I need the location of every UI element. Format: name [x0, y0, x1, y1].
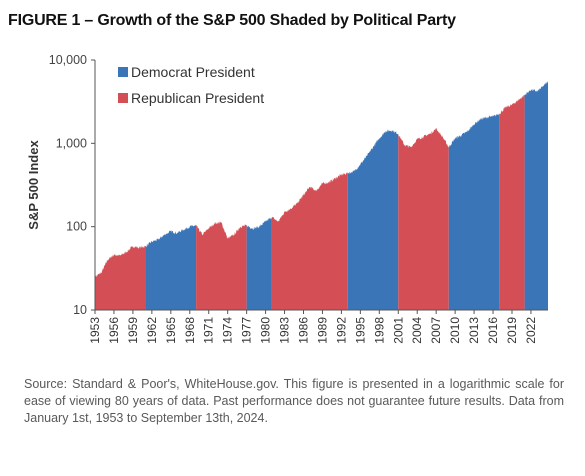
x-tick-label: 2001	[391, 317, 405, 344]
x-tick-label: 2022	[524, 317, 538, 344]
area-republican-2	[196, 221, 247, 310]
y-tick-label: 1,000	[56, 136, 87, 150]
legend-swatch-democrat	[118, 67, 128, 77]
x-tick-label: 1992	[334, 317, 348, 344]
y-tick-label: 100	[66, 220, 87, 234]
x-tick-label: 1986	[296, 317, 310, 344]
area-republican-6	[398, 127, 449, 310]
x-tick-label: 2016	[486, 317, 500, 344]
x-tick-label: 1980	[259, 317, 273, 344]
x-tick-label: 1998	[372, 317, 386, 344]
x-tick-labels: 1953 1956 1959 1962 1965 1968 1971 1974 1977 1980…	[88, 310, 538, 344]
x-tick-label: 1989	[315, 317, 329, 344]
source-note: Source: Standard & Poor's, WhiteHouse.go…	[24, 377, 564, 425]
x-tick-label: 1995	[353, 317, 367, 344]
x-tick-label: 1956	[107, 317, 121, 344]
sp500-area-chart: 10 100 1,000 10,000 1953 1956 1959 1962 1965 196…	[26, 53, 548, 344]
area-republican-0	[95, 245, 146, 310]
x-tick-label: 1953	[88, 317, 102, 344]
y-tick-label: 10,000	[49, 53, 87, 67]
x-tick-label: 2010	[448, 317, 462, 344]
x-tick-label: 1962	[145, 317, 159, 344]
x-tick-label: 2019	[505, 317, 519, 344]
area-democrat-3	[246, 217, 272, 310]
area-republican-8	[499, 94, 525, 311]
x-tick-label: 2013	[467, 317, 481, 344]
area-layer	[95, 80, 548, 311]
area-democrat-5	[347, 129, 399, 310]
x-tick-label: 1971	[202, 317, 216, 344]
x-tick-label: 1965	[164, 317, 178, 344]
area-democrat-9	[524, 80, 548, 310]
y-axis-label: S&P 500 Index	[26, 140, 41, 230]
x-tick-label: 2007	[429, 317, 443, 344]
x-tick-label: 1974	[221, 317, 235, 344]
y-tick-labels: 10 100 1,000 10,000	[49, 53, 95, 317]
area-democrat-1	[145, 224, 197, 310]
legend: Democrat President Republican President	[118, 64, 264, 106]
legend-label-republican: Republican President	[131, 90, 264, 106]
figure-title: FIGURE 1 – Growth of the S&P 500 Shaded …	[8, 12, 456, 29]
y-tick-label: 10	[73, 303, 87, 317]
x-tick-label: 1977	[240, 317, 254, 344]
area-democrat-7	[448, 113, 500, 310]
legend-label-democrat: Democrat President	[131, 64, 255, 80]
x-tick-label: 1959	[126, 317, 140, 344]
legend-swatch-republican	[118, 93, 128, 103]
x-tick-label: 1968	[183, 317, 197, 344]
x-tick-label: 2004	[410, 317, 424, 344]
area-republican-4	[271, 171, 348, 310]
x-tick-label: 1983	[278, 317, 292, 344]
